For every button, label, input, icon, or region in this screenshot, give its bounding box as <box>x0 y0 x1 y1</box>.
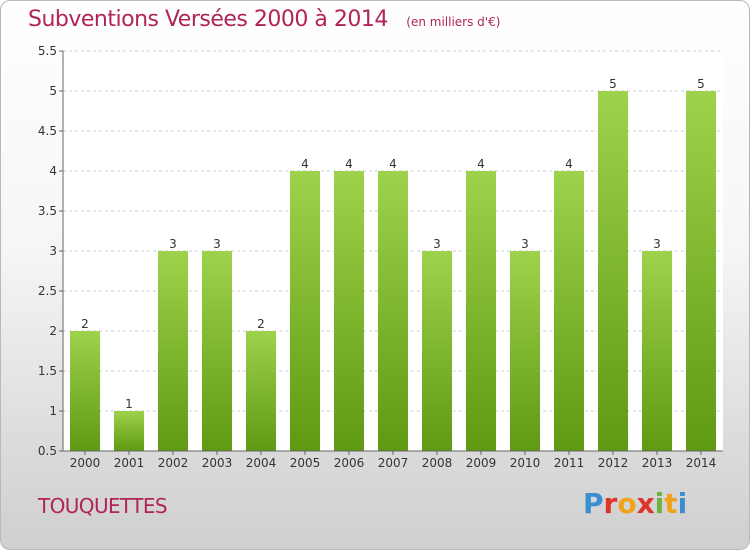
x-tick-label-2014: 2014 <box>686 456 717 470</box>
bar-2002 <box>158 251 188 451</box>
location-label: TOUQUETTES <box>38 494 168 518</box>
y-tick-label: 2.5 <box>38 284 57 298</box>
y-tick-label: 3.5 <box>38 204 57 218</box>
data-label-2001: 1 <box>125 397 133 411</box>
bar-2008 <box>422 251 452 451</box>
data-label-2011: 4 <box>565 157 573 171</box>
bar-2006 <box>334 171 364 451</box>
x-tick-label-2002: 2002 <box>158 456 189 470</box>
bar-2007 <box>378 171 408 451</box>
logo-letter: o <box>617 487 637 520</box>
logo-letter: P <box>583 487 604 520</box>
logo-letter: t <box>664 487 678 520</box>
data-label-2003: 3 <box>213 237 221 251</box>
title-row: Subventions Versées 2000 à 2014 (en mill… <box>28 7 500 32</box>
logo-letter: r <box>603 487 618 520</box>
chart-title: Subventions Versées 2000 à 2014 <box>28 7 388 32</box>
y-tick-label: 5.5 <box>38 44 57 58</box>
data-label-2013: 3 <box>653 237 661 251</box>
y-tick-label: 1.5 <box>38 364 57 378</box>
bar-2011 <box>554 171 584 451</box>
data-label-2004: 2 <box>257 317 265 331</box>
x-tick-label-2005: 2005 <box>290 456 321 470</box>
y-tick-label: 5 <box>49 84 57 98</box>
y-tick-label: 4 <box>49 164 57 178</box>
data-label-2000: 2 <box>81 317 89 331</box>
data-label-2009: 4 <box>477 157 485 171</box>
bar-2001 <box>114 411 144 451</box>
proxiti-logo: Proxiti <box>583 487 687 520</box>
y-tick-label: 2 <box>49 324 57 338</box>
data-label-2014: 5 <box>697 77 705 91</box>
bar-2014 <box>686 91 716 451</box>
bar-2000 <box>70 331 100 451</box>
bar-2003 <box>202 251 232 451</box>
bar-2004 <box>246 331 276 451</box>
bar-2010 <box>510 251 540 451</box>
y-tick-label: 4.5 <box>38 124 57 138</box>
y-tick-label: 1 <box>49 404 57 418</box>
y-tick-label: 0.5 <box>38 444 57 458</box>
x-tick-label-2013: 2013 <box>642 456 673 470</box>
data-label-2012: 5 <box>609 77 617 91</box>
bar-2009 <box>466 171 496 451</box>
x-tick-label-2000: 2000 <box>70 456 101 470</box>
data-label-2008: 3 <box>433 237 441 251</box>
data-label-2007: 4 <box>389 157 397 171</box>
y-tick-label: 3 <box>49 244 57 258</box>
x-tick-label-2001: 2001 <box>114 456 145 470</box>
logo-letter: i <box>677 487 688 520</box>
data-label-2010: 3 <box>521 237 529 251</box>
x-tick-label-2009: 2009 <box>466 456 497 470</box>
x-tick-label-2007: 2007 <box>378 456 409 470</box>
chart-unit-note: (en milliers d'€) <box>406 15 501 29</box>
x-tick-label-2012: 2012 <box>598 456 629 470</box>
logo-letter: i <box>654 487 665 520</box>
data-label-2006: 4 <box>345 157 353 171</box>
bar-2013 <box>642 251 672 451</box>
data-label-2002: 3 <box>169 237 177 251</box>
x-tick-label-2006: 2006 <box>334 456 365 470</box>
x-tick-label-2010: 2010 <box>510 456 541 470</box>
logo-letter: x <box>636 487 655 520</box>
x-tick-label-2008: 2008 <box>422 456 453 470</box>
x-tick-label-2004: 2004 <box>246 456 277 470</box>
x-tick-label-2011: 2011 <box>554 456 585 470</box>
bar-2012 <box>598 91 628 451</box>
x-tick-label-2003: 2003 <box>202 456 233 470</box>
data-label-2005: 4 <box>301 157 309 171</box>
bar-2005 <box>290 171 320 451</box>
